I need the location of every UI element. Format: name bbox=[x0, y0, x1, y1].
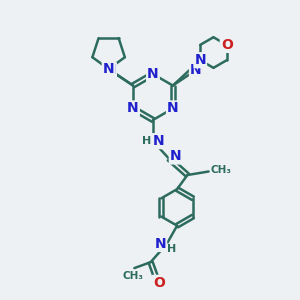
Text: N: N bbox=[154, 237, 166, 251]
Text: N: N bbox=[190, 63, 202, 77]
Text: N: N bbox=[147, 67, 159, 81]
Text: N: N bbox=[170, 149, 182, 164]
Text: CH₃: CH₃ bbox=[122, 271, 143, 281]
Text: N: N bbox=[103, 62, 114, 76]
Text: N: N bbox=[152, 134, 164, 148]
Text: O: O bbox=[153, 276, 165, 290]
Text: N: N bbox=[167, 101, 178, 116]
Text: N: N bbox=[194, 53, 206, 67]
Text: O: O bbox=[221, 38, 233, 52]
Text: N: N bbox=[127, 101, 139, 116]
Text: H: H bbox=[167, 244, 177, 254]
Text: N: N bbox=[104, 63, 116, 77]
Text: CH₃: CH₃ bbox=[210, 165, 231, 175]
Text: H: H bbox=[142, 136, 151, 146]
